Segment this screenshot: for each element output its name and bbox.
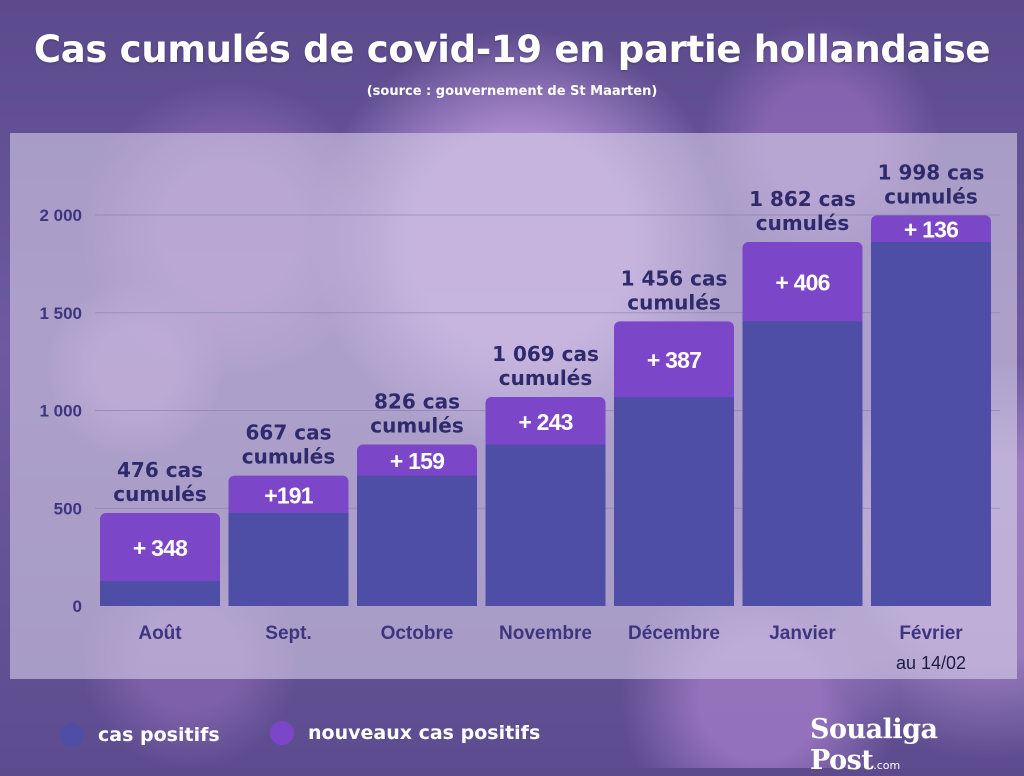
chart-subtitle: (source : gouvernement de St Maarten) <box>366 84 658 99</box>
x-category-sublabel: au 14/02 <box>896 653 966 673</box>
cumulative-total-label: 826 cas <box>374 390 460 414</box>
legend-label: cas positifs <box>98 724 220 746</box>
x-category-label: Août <box>138 623 182 644</box>
cumulative-total-label: cumulés <box>370 414 464 438</box>
y-tick-label: 2 000 <box>39 206 82 225</box>
x-category-label: Octobre <box>381 623 454 644</box>
x-category-label: Décembre <box>628 623 720 644</box>
cumulative-total-label: cumulés <box>242 445 336 469</box>
new-cases-label: + 159 <box>390 448 444 474</box>
legend-item-nouveaux-cas: nouveaux cas positifs <box>270 718 540 748</box>
y-tick-label: 1 000 <box>39 402 82 421</box>
y-tick-label: 500 <box>54 499 82 518</box>
legend-item-cas-positifs: cas positifs <box>60 720 220 750</box>
x-category-label: Janvier <box>769 623 836 644</box>
bar-segment-positive-cases <box>228 512 349 606</box>
cumulative-total-label: 1 998 cas <box>878 160 985 184</box>
legend-swatch-icon <box>60 723 84 747</box>
bar-segment-positive-cases <box>485 444 606 606</box>
new-cases-label: + 136 <box>904 217 958 243</box>
legend-swatch-icon <box>270 721 294 745</box>
new-cases-label: + 387 <box>647 347 701 373</box>
new-cases-label: + 243 <box>518 409 572 435</box>
x-category-label: Novembre <box>499 623 592 644</box>
new-cases-label: +191 <box>264 482 314 508</box>
cumulative-total-label: cumulés <box>499 366 593 390</box>
bar-segment-positive-cases <box>614 397 734 606</box>
cumulative-total-label: 476 cas <box>117 458 203 482</box>
cumulative-total-label: 1 862 cas <box>749 187 856 211</box>
cumulative-total-label: cumulés <box>627 290 721 314</box>
bar-segment-positive-cases <box>742 321 863 606</box>
cumulative-total-label: cumulés <box>113 482 207 506</box>
bar-segment-positive-cases <box>871 241 991 606</box>
x-category-label: Février <box>899 623 963 644</box>
cumulative-total-label: cumulés <box>884 184 978 208</box>
new-cases-label: + 406 <box>775 270 829 296</box>
cumulative-total-label: cumulés <box>756 211 850 235</box>
chart-title: Cas cumulés de covid-19 en partie hollan… <box>33 28 991 71</box>
brand-logo[interactable]: Soualiga Post.com <box>810 714 1024 776</box>
x-category-label: Sept. <box>265 623 311 644</box>
cumulative-total-label: 667 cas <box>246 421 332 445</box>
legend-label: nouveaux cas positifs <box>308 722 541 744</box>
new-cases-label: + 348 <box>133 535 188 561</box>
bar-segment-positive-cases <box>357 475 477 606</box>
y-tick-label: 0 <box>73 597 82 616</box>
bar-segment-positive-cases <box>100 580 220 606</box>
y-tick-label: 1 500 <box>39 304 82 323</box>
chart-panel: 0 500 1 000 1 500 2 000 + 348 476 cas cumulés Ao… <box>10 133 1017 679</box>
cumulative-total-label: 1 069 cas <box>492 342 599 366</box>
brand-suffix: .com <box>873 759 901 772</box>
cumulative-total-label: 1 456 cas <box>621 266 728 290</box>
